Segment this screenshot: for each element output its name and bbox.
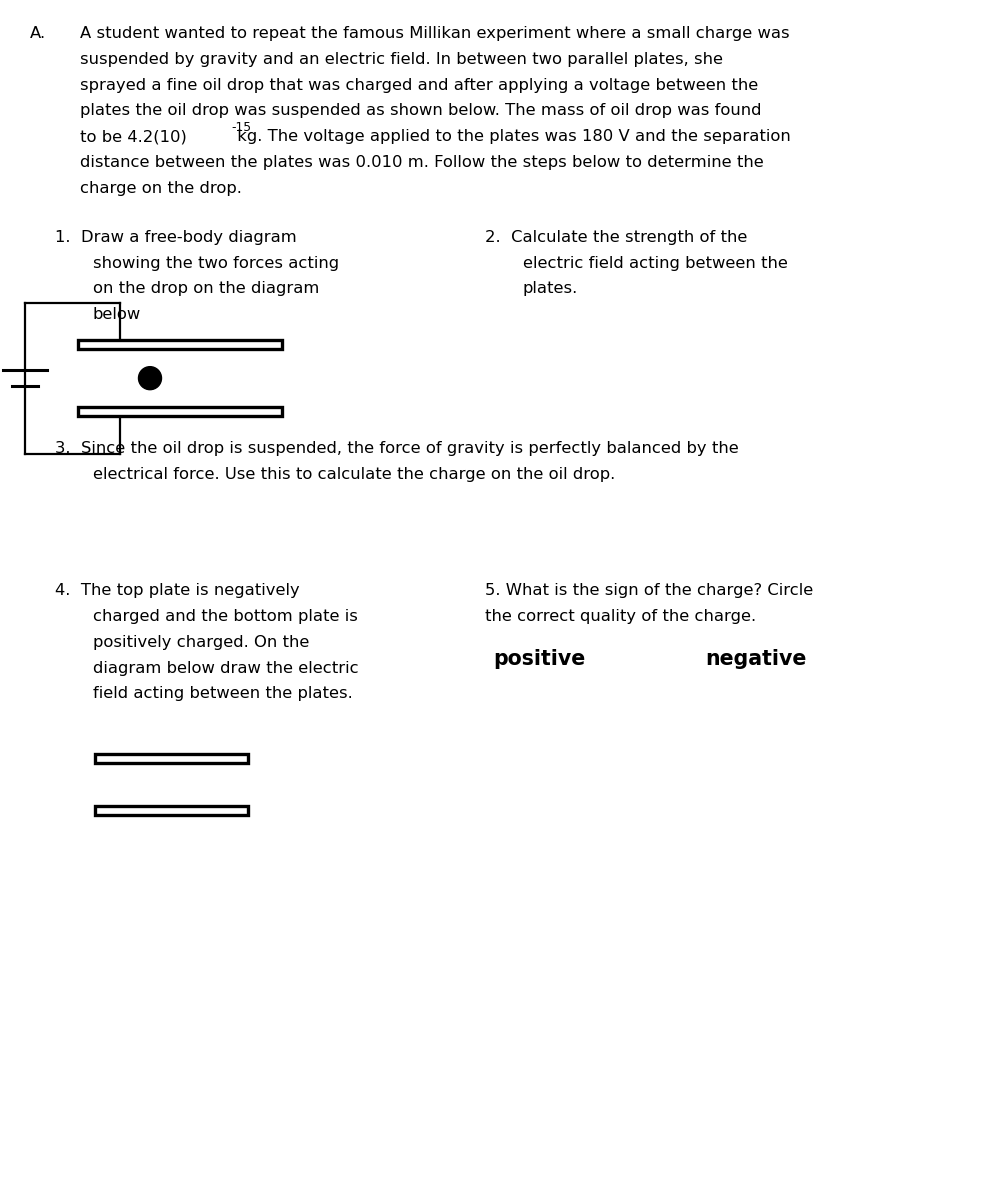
Text: the correct quality of the charge.: the correct quality of the charge. — [485, 609, 756, 624]
Text: plates.: plates. — [523, 282, 579, 297]
Text: kg. The voltage applied to the plates was 180 V and the separation: kg. The voltage applied to the plates wa… — [231, 129, 790, 144]
Text: showing the two forces acting: showing the two forces acting — [93, 255, 339, 271]
Bar — [78, 407, 282, 417]
Text: suspended by gravity and an electric field. In between two parallel plates, she: suspended by gravity and an electric fie… — [80, 52, 723, 67]
Text: on the drop on the diagram: on the drop on the diagram — [93, 282, 320, 297]
Text: 5. What is the sign of the charge? Circle: 5. What is the sign of the charge? Circl… — [485, 583, 814, 599]
Text: charged and the bottom plate is: charged and the bottom plate is — [93, 609, 358, 624]
Text: sprayed a fine oil drop that was charged and after applying a voltage between th: sprayed a fine oil drop that was charged… — [80, 77, 758, 93]
Text: distance between the plates was 0.010 m. Follow the steps below to determine the: distance between the plates was 0.010 m.… — [80, 154, 764, 170]
Text: electric field acting between the: electric field acting between the — [523, 255, 788, 271]
Text: below: below — [93, 308, 141, 322]
Text: positively charged. On the: positively charged. On the — [93, 634, 310, 650]
Bar — [95, 805, 248, 815]
Text: positive: positive — [493, 649, 586, 669]
Text: 4.  The top plate is negatively: 4. The top plate is negatively — [55, 583, 300, 599]
Text: negative: negative — [705, 649, 807, 669]
Text: 1.  Draw a free-body diagram: 1. Draw a free-body diagram — [55, 229, 297, 245]
Text: A student wanted to repeat the famous Millikan experiment where a small charge w: A student wanted to repeat the famous Mi… — [80, 26, 790, 42]
Bar — [95, 754, 248, 764]
Circle shape — [138, 367, 161, 390]
Text: diagram below draw the electric: diagram below draw the electric — [93, 661, 359, 676]
Text: 2.  Calculate the strength of the: 2. Calculate the strength of the — [485, 229, 747, 245]
Text: A.: A. — [30, 26, 46, 42]
Text: to be 4.2(10): to be 4.2(10) — [80, 129, 187, 144]
Text: 3.  Since the oil drop is suspended, the force of gravity is perfectly balanced : 3. Since the oil drop is suspended, the … — [55, 442, 739, 456]
Text: field acting between the plates.: field acting between the plates. — [93, 687, 353, 701]
Text: -15: -15 — [231, 121, 252, 134]
Text: charge on the drop.: charge on the drop. — [80, 181, 242, 196]
Text: electrical force. Use this to calculate the charge on the oil drop.: electrical force. Use this to calculate … — [93, 467, 616, 482]
Text: plates the oil drop was suspended as shown below. The mass of oil drop was found: plates the oil drop was suspended as sho… — [80, 103, 762, 119]
Bar — [78, 340, 282, 349]
